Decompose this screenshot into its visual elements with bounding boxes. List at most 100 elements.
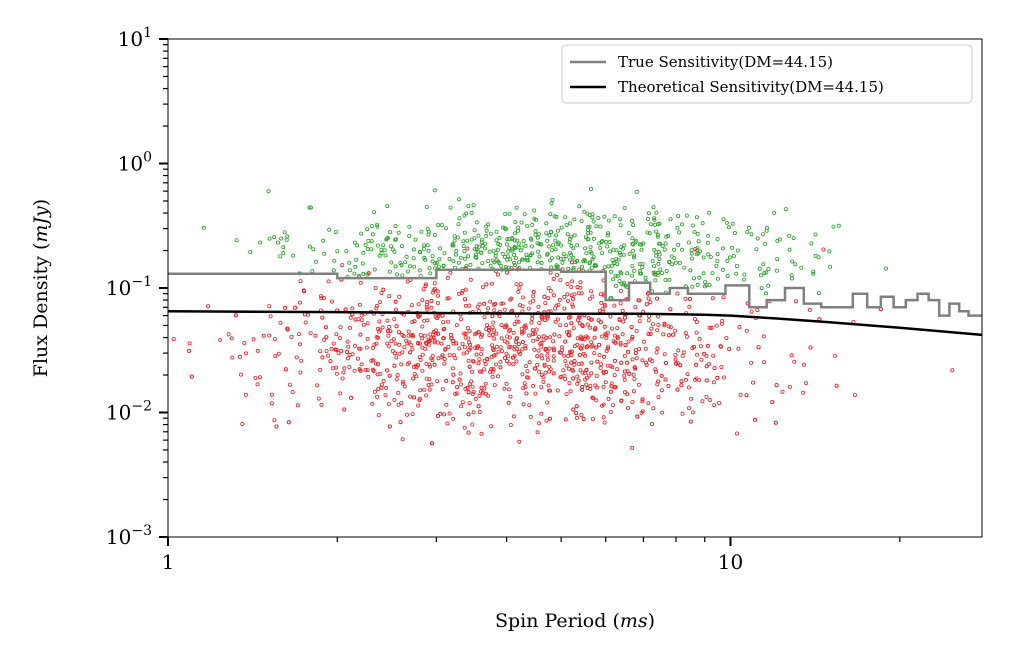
- scatter-point-detected: [430, 254, 435, 259]
- scatter-point-undetected: [504, 324, 509, 329]
- scatter-point-detected: [623, 283, 628, 288]
- scatter-point-detected: [579, 218, 584, 223]
- scatter-point-undetected: [363, 367, 368, 372]
- scatter-point-detected: [548, 212, 553, 217]
- scatter-point-detected: [516, 225, 521, 230]
- scatter-point-undetected: [521, 329, 526, 334]
- scatter-point-detected: [680, 247, 685, 252]
- scatter-point-undetected: [551, 276, 556, 281]
- scatter-point-undetected: [515, 346, 520, 351]
- scatter-point-undetected: [602, 324, 607, 329]
- scatter-point-detected: [656, 270, 661, 275]
- scatter-point-detected: [279, 236, 284, 241]
- scatter-point-undetected: [555, 272, 560, 277]
- scatter-point-undetected: [687, 304, 692, 309]
- scatter-point-undetected: [533, 331, 538, 336]
- scatter-point-detected: [694, 215, 699, 220]
- scatter-point-detected: [480, 243, 485, 248]
- scatter-point-undetected: [570, 279, 575, 284]
- scatter-point-detected: [281, 245, 286, 250]
- scatter-point-detected: [626, 231, 631, 236]
- scatter-point-detected: [654, 210, 659, 215]
- scatter-point-detected: [625, 271, 630, 276]
- scatter-point-undetected: [618, 288, 623, 293]
- scatter-point-detected: [686, 240, 691, 245]
- scatter-point-detected: [522, 212, 527, 217]
- scatter-point-detected: [352, 240, 357, 245]
- scatter-point-undetected: [471, 389, 476, 394]
- scatter-point-undetected: [617, 317, 622, 322]
- scatter-point-undetected: [450, 380, 455, 385]
- scatter-point-undetected: [493, 362, 498, 367]
- scatter-point-undetected: [676, 348, 681, 353]
- scatter-point-undetected: [396, 390, 401, 395]
- scatter-point-detected: [535, 235, 540, 240]
- scatter-point-undetected: [520, 295, 525, 300]
- scatter-point-detected: [484, 228, 489, 233]
- scatter-point-detected: [457, 216, 462, 221]
- scatter-point-detected: [653, 229, 658, 234]
- scatter-point-undetected: [592, 351, 597, 356]
- scatter-point-detected: [694, 252, 699, 257]
- scatter-point-undetected: [630, 445, 635, 450]
- scatter-point-undetected: [705, 343, 710, 348]
- scatter-point-undetected: [646, 296, 651, 301]
- scatter-point-undetected: [654, 350, 659, 355]
- scatter-point-detected: [564, 223, 569, 228]
- scatter-point-undetected: [547, 416, 552, 421]
- scatter-point-detected: [556, 240, 561, 245]
- scatter-point-undetected: [323, 325, 328, 330]
- scatter-point-detected: [382, 248, 387, 253]
- scatter-point-undetected: [679, 383, 684, 388]
- scatter-point-undetected: [435, 331, 440, 336]
- scatter-point-detected: [606, 218, 611, 223]
- scatter-point-undetected: [552, 332, 557, 337]
- scatter-point-detected: [417, 268, 422, 273]
- scatter-point-undetected: [570, 302, 575, 307]
- scatter-point-detected: [488, 231, 493, 236]
- scatter-point-undetected: [655, 328, 660, 333]
- scatter-point-undetected: [396, 330, 401, 335]
- scatter-point-undetected: [475, 346, 480, 351]
- scatter-point-detected: [559, 243, 564, 248]
- scatter-point-detected: [631, 223, 636, 228]
- scatter-point-detected: [696, 239, 701, 244]
- scatter-point-undetected: [577, 315, 582, 320]
- scatter-point-undetected: [749, 360, 754, 365]
- scatter-point-detected: [403, 260, 408, 265]
- scatter-point-undetected: [479, 385, 484, 390]
- scatter-point-detected: [714, 263, 719, 268]
- scatter-point-detected: [618, 223, 623, 228]
- scatter-point-undetected: [508, 344, 513, 349]
- scatter-point-undetected: [386, 333, 391, 338]
- scatter-point-undetected: [629, 325, 634, 330]
- scatter-points-layer: [171, 186, 955, 450]
- scatter-point-detected: [486, 258, 491, 263]
- scatter-point-detected: [758, 273, 763, 278]
- scatter-point-undetected: [383, 393, 388, 398]
- scatter-point-detected: [831, 224, 836, 229]
- scatter-point-undetected: [416, 403, 421, 408]
- scatter-point-detected: [816, 291, 821, 296]
- scatter-point-undetected: [580, 323, 585, 328]
- scatter-point-undetected: [514, 282, 519, 287]
- scatter-point-undetected: [466, 412, 471, 417]
- scatter-point-undetected: [345, 339, 350, 344]
- scatter-point-detected: [816, 255, 821, 260]
- scatter-point-undetected: [622, 315, 627, 320]
- scatter-point-detected: [600, 251, 605, 256]
- scatter-point-detected: [469, 210, 474, 215]
- scatter-point-undetected: [601, 415, 606, 420]
- scatter-point-undetected: [432, 338, 437, 343]
- scatter-point-undetected: [517, 439, 522, 444]
- scatter-point-detected: [436, 222, 441, 227]
- scatter-point-detected: [663, 278, 668, 283]
- scatter-point-undetected: [539, 385, 544, 390]
- scatter-point-detected: [710, 271, 715, 276]
- scatter-point-detected: [664, 268, 669, 273]
- scatter-point-undetected: [457, 346, 462, 351]
- scatter-point-undetected: [536, 304, 541, 309]
- scatter-point-undetected: [690, 410, 695, 415]
- scatter-point-undetected: [852, 392, 857, 397]
- scatter-point-undetected: [467, 303, 472, 308]
